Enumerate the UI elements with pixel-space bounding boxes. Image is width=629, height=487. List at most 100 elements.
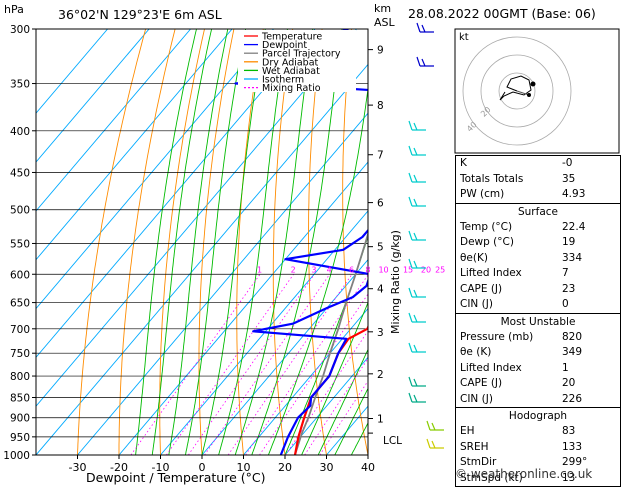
hodograph-unit-label: kt <box>459 32 469 43</box>
surface-value: 23 <box>562 282 614 298</box>
mu-value: 1 <box>562 361 614 377</box>
surface-label: CIN (J) <box>460 297 493 313</box>
surface-label: Temp (°C) <box>460 220 512 236</box>
pressure-tick-label: 300 <box>10 24 30 36</box>
mu-value: 226 <box>562 392 614 408</box>
surface-value: 0 <box>562 297 614 313</box>
hodograph-title: Hodograph <box>456 408 620 424</box>
surface-value: 19 <box>562 235 614 251</box>
wind-barb <box>417 23 434 32</box>
mixing-ratio-label: 25 <box>435 265 445 274</box>
altitude-tick-label: 5 <box>377 242 384 254</box>
surface-value: 22.4 <box>562 220 614 236</box>
altitude-tick-label: 9 <box>377 45 384 57</box>
altitude-tick-label: 2 <box>377 369 384 381</box>
x-axis-label: Dewpoint / Temperature (°C) <box>86 470 265 485</box>
hpa-unit-label: hPa <box>4 3 24 16</box>
mixing-ratio-label: 6 <box>349 265 354 274</box>
mu-label: CIN (J) <box>460 392 493 408</box>
hodograph-point-marker <box>531 82 536 87</box>
pressure-tick-label: 500 <box>10 205 30 217</box>
mixing-ratio-label: 2 <box>291 265 296 274</box>
mixing-ratio-label: 20 <box>421 265 431 274</box>
surface-label: Dewp (°C) <box>460 235 514 251</box>
temperature-tick-label: -30 <box>69 461 87 474</box>
wind-barb <box>409 343 426 352</box>
mu-value: 20 <box>562 376 614 392</box>
location-label: 36°02'N 129°23'E 6m ASL <box>58 7 222 22</box>
mixing-ratio-line <box>188 274 314 455</box>
index-row-pw: PW (cm)4.93 <box>456 187 620 203</box>
temperature-tick-label: 40 <box>361 461 375 474</box>
index-row-totals: Totals Totals 35 <box>456 172 620 188</box>
surface-value: 334 <box>562 251 614 267</box>
pressure-tick-label: 400 <box>10 126 30 138</box>
altitude-tick-label: 1 <box>377 414 384 426</box>
pressure-tick-label: 650 <box>10 298 30 310</box>
pressure-tick-label: 600 <box>10 269 30 281</box>
surface-row: Dewp (°C) 19 <box>456 235 620 251</box>
index-value: 35 <box>562 172 614 188</box>
surface-title: Surface <box>456 204 620 220</box>
altitude-tick-label: 3 <box>377 327 384 339</box>
most-unstable-row: CAPE (J)20 <box>456 376 620 392</box>
mu-value: 820 <box>562 330 614 346</box>
hodo-value: 83 <box>562 424 614 440</box>
wind-barb <box>409 377 426 386</box>
most-unstable-row: θe (K)349 <box>456 345 620 361</box>
most-unstable-row: Pressure (mb) 820 <box>456 330 620 346</box>
mixing-ratio-label: 8 <box>365 265 370 274</box>
surface-label: CAPE (J) <box>460 282 502 298</box>
surface-row: Lifted Index 7 <box>456 266 620 282</box>
dry-adiabat-line <box>78 29 146 455</box>
wind-barb <box>427 439 444 448</box>
temperature-tick-label: 20 <box>278 461 292 474</box>
index-value: -0 <box>562 156 614 172</box>
altitude-tick-label: 7 <box>377 150 384 162</box>
index-value: 4.93 <box>562 187 614 203</box>
pressure-tick-label: 900 <box>10 413 30 425</box>
wind-barb <box>409 173 426 182</box>
surface-row: CIN (J) 0 <box>456 297 620 313</box>
mu-label: Pressure (mb) <box>460 330 533 346</box>
wind-barb <box>409 313 426 322</box>
index-label: Totals Totals <box>460 172 523 188</box>
altitude-tick-label: 4 <box>377 284 384 296</box>
temperature-tick-label: 30 <box>320 461 334 474</box>
pressure-tick-label: 1000 <box>3 450 30 462</box>
wind-barb <box>427 421 444 430</box>
mixing-ratio-label: 10 <box>378 265 388 274</box>
surface-row: θe(K)334 <box>456 251 620 267</box>
pressure-tick-label: 550 <box>10 238 30 250</box>
surface-value: 7 <box>562 266 614 282</box>
mu-label: Lifted Index <box>460 361 522 377</box>
copyright-label: © weatheronline.co.uk <box>455 467 592 481</box>
wet-adiabat-line <box>152 29 211 455</box>
asl-unit-label: ASL <box>374 16 396 29</box>
hodograph: kt 20 40 <box>455 29 619 153</box>
pressure-tick-label: 750 <box>10 348 30 360</box>
surface-label: Lifted Index <box>460 266 522 282</box>
wind-barb <box>409 393 426 402</box>
mu-value: 349 <box>562 345 614 361</box>
altitude-tick-label: 8 <box>377 100 384 112</box>
pressure-tick-label: 700 <box>10 324 30 336</box>
mixing-ratio-label: 3 <box>311 265 316 274</box>
dry-adiabat-line <box>237 29 263 455</box>
km-unit-label: km <box>374 2 391 15</box>
mixing-ratio-label: 1 <box>257 265 262 274</box>
legend-entry: Mixing Ratio <box>262 83 321 94</box>
datetime-label: 28.08.2022 00GMT (Base: 06) <box>408 6 596 21</box>
mixing-ratio-label: 4 <box>327 265 332 274</box>
index-label: K <box>460 156 467 172</box>
wind-barbs <box>409 23 444 448</box>
wind-barb <box>409 197 426 206</box>
wind-barb <box>409 121 426 130</box>
hodo-value: 133 <box>562 440 614 456</box>
pressure-tick-label: 850 <box>10 392 30 404</box>
surface-row: Temp (°C) 22.4 <box>456 220 620 236</box>
pressure-tick-label: 350 <box>10 79 30 91</box>
index-row-k: K -0 <box>456 156 620 172</box>
